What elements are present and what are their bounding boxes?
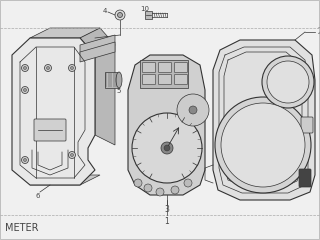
Circle shape: [115, 10, 125, 20]
Text: 5: 5: [117, 88, 121, 94]
Circle shape: [267, 61, 309, 103]
Circle shape: [23, 89, 27, 91]
Circle shape: [132, 113, 202, 183]
FancyBboxPatch shape: [174, 74, 188, 84]
FancyBboxPatch shape: [158, 74, 172, 84]
FancyBboxPatch shape: [174, 62, 188, 72]
Circle shape: [23, 66, 27, 70]
Circle shape: [161, 142, 173, 154]
Text: 4: 4: [103, 8, 107, 14]
Circle shape: [68, 65, 76, 72]
Circle shape: [184, 179, 192, 187]
Bar: [145, 11, 152, 19]
Circle shape: [21, 65, 28, 72]
Circle shape: [70, 154, 74, 156]
Polygon shape: [80, 42, 115, 62]
Polygon shape: [30, 28, 100, 38]
Text: 3: 3: [164, 205, 169, 215]
Circle shape: [46, 66, 50, 70]
FancyBboxPatch shape: [142, 74, 156, 84]
Text: 1: 1: [164, 217, 169, 227]
Circle shape: [144, 184, 152, 192]
Circle shape: [21, 86, 28, 94]
Ellipse shape: [116, 72, 122, 88]
Polygon shape: [80, 35, 115, 55]
Circle shape: [171, 186, 179, 194]
Circle shape: [68, 151, 76, 158]
Polygon shape: [213, 40, 315, 200]
Bar: [140, 60, 188, 88]
Polygon shape: [80, 28, 115, 145]
Circle shape: [189, 106, 197, 114]
Circle shape: [21, 156, 28, 163]
Circle shape: [44, 65, 52, 72]
FancyBboxPatch shape: [34, 119, 66, 141]
Polygon shape: [30, 175, 100, 185]
Circle shape: [23, 158, 27, 162]
Circle shape: [262, 56, 314, 108]
Text: 6: 6: [36, 193, 40, 199]
Circle shape: [117, 12, 123, 18]
FancyBboxPatch shape: [299, 169, 311, 187]
FancyBboxPatch shape: [301, 117, 313, 133]
Circle shape: [164, 145, 170, 151]
Circle shape: [70, 66, 74, 70]
Circle shape: [221, 103, 305, 187]
Circle shape: [156, 188, 164, 196]
FancyBboxPatch shape: [158, 62, 172, 72]
Text: 10: 10: [140, 6, 149, 12]
Text: 2: 2: [318, 28, 320, 36]
Circle shape: [177, 94, 209, 126]
Circle shape: [134, 179, 142, 187]
Polygon shape: [105, 72, 119, 88]
Polygon shape: [12, 38, 95, 185]
Circle shape: [215, 97, 311, 193]
Polygon shape: [128, 55, 205, 195]
FancyBboxPatch shape: [142, 62, 156, 72]
Text: METER: METER: [5, 223, 38, 233]
